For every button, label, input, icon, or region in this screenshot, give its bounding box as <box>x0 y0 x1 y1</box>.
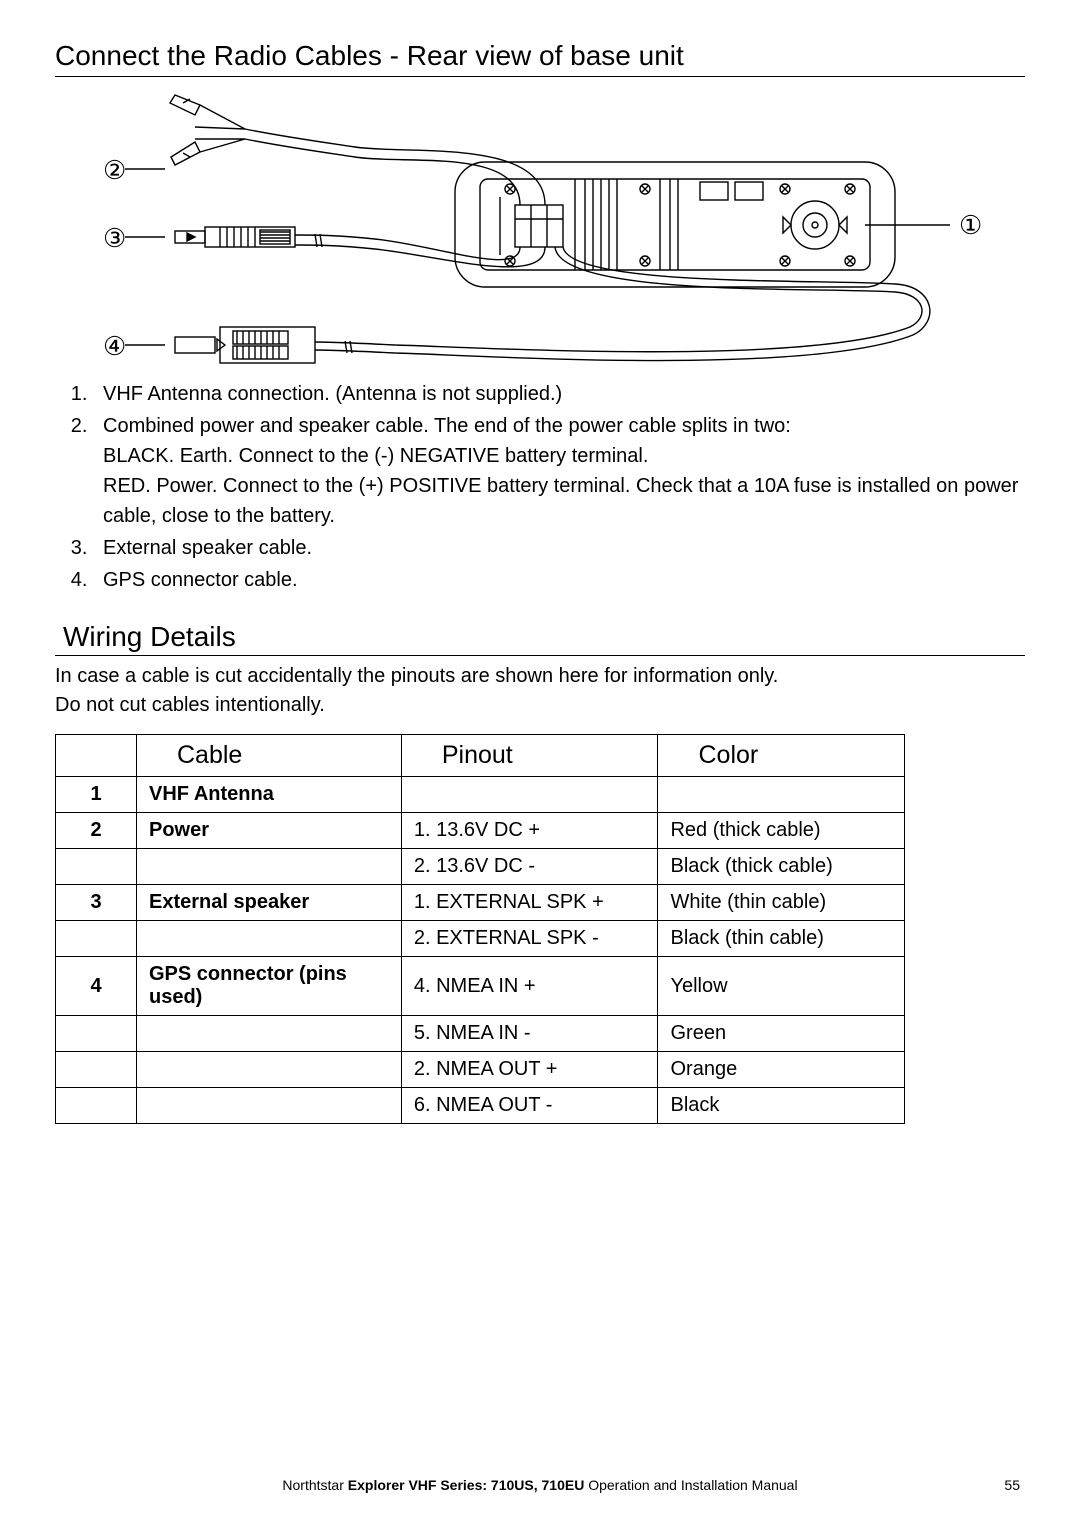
diagram-label-4: ④ <box>103 331 126 361</box>
cell-pinout: 2. 13.6V DC - <box>401 849 658 885</box>
cell-cable <box>137 1052 402 1088</box>
section2-title: Wiring Details <box>55 621 1025 656</box>
cell-pinout: 1. EXTERNAL SPK + <box>401 885 658 921</box>
cell-num <box>56 1052 137 1088</box>
table-row: 2Power1. 13.6V DC +Red (thick cable) <box>56 813 905 849</box>
diagram-label-2: ② <box>103 155 126 185</box>
cell-color: Orange <box>658 1052 905 1088</box>
table-row: 4GPS connector (pins used)4. NMEA IN +Ye… <box>56 957 905 1016</box>
cell-num: 3 <box>56 885 137 921</box>
th-pinout: Pinout <box>401 735 658 777</box>
intro-line-2: Do not cut cables intentionally. <box>55 691 1025 720</box>
cell-pinout: 4. NMEA IN + <box>401 957 658 1016</box>
desc-item-2: Combined power and speaker cable. The en… <box>93 411 1025 531</box>
cell-cable <box>137 921 402 957</box>
cell-num <box>56 849 137 885</box>
table-row: 6. NMEA OUT -Black <box>56 1088 905 1124</box>
intro-line-1: In case a cable is cut accidentally the … <box>55 662 1025 691</box>
cell-num <box>56 921 137 957</box>
rear-view-diagram: ① ② ③ ④ <box>55 87 1025 367</box>
table-row: 1VHF Antenna <box>56 777 905 813</box>
cell-cable: External speaker <box>137 885 402 921</box>
cell-cable <box>137 849 402 885</box>
page-number: 55 <box>1004 1477 1020 1493</box>
cell-num <box>56 1016 137 1052</box>
cell-color: Red (thick cable) <box>658 813 905 849</box>
cell-num: 2 <box>56 813 137 849</box>
cell-num <box>56 1088 137 1124</box>
cell-color: White (thin cable) <box>658 885 905 921</box>
desc-item-2-sub1: BLACK. Earth. Connect to the (-) NEGATIV… <box>103 441 1025 471</box>
th-color: Color <box>658 735 905 777</box>
cell-num: 4 <box>56 957 137 1016</box>
desc-item-1: VHF Antenna connection. (Antenna is not … <box>93 379 1025 409</box>
table-row: 2. NMEA OUT +Orange <box>56 1052 905 1088</box>
cell-cable <box>137 1088 402 1124</box>
cell-num: 1 <box>56 777 137 813</box>
description-list: VHF Antenna connection. (Antenna is not … <box>55 379 1025 595</box>
table-row: 2. 13.6V DC -Black (thick cable) <box>56 849 905 885</box>
th-blank <box>56 735 137 777</box>
cell-cable <box>137 1016 402 1052</box>
table-row: 3External speaker1. EXTERNAL SPK +White … <box>56 885 905 921</box>
desc-item-2-sub2: RED. Power. Connect to the (+) POSITIVE … <box>103 471 1025 531</box>
cell-pinout: 2. NMEA OUT + <box>401 1052 658 1088</box>
wiring-table: Cable Pinout Color 1VHF Antenna2Power1. … <box>55 734 905 1124</box>
cell-pinout <box>401 777 658 813</box>
cell-color: Black (thick cable) <box>658 849 905 885</box>
footer-text: Northtstar Explorer VHF Series: 710US, 7… <box>0 1477 1080 1493</box>
diagram-label-1: ① <box>959 210 982 240</box>
section1-title: Connect the Radio Cables - Rear view of … <box>55 40 1025 77</box>
cell-pinout: 6. NMEA OUT - <box>401 1088 658 1124</box>
cell-cable: GPS connector (pins used) <box>137 957 402 1016</box>
table-row: 2. EXTERNAL SPK -Black (thin cable) <box>56 921 905 957</box>
cell-color <box>658 777 905 813</box>
wiring-intro: In case a cable is cut accidentally the … <box>55 662 1025 720</box>
cell-pinout: 1. 13.6V DC + <box>401 813 658 849</box>
diagram-label-3: ③ <box>103 223 126 253</box>
cell-pinout: 5. NMEA IN - <box>401 1016 658 1052</box>
cell-cable: VHF Antenna <box>137 777 402 813</box>
th-cable: Cable <box>137 735 402 777</box>
cell-color: Green <box>658 1016 905 1052</box>
table-row: 5. NMEA IN -Green <box>56 1016 905 1052</box>
desc-item-4: GPS connector cable. <box>93 565 1025 595</box>
cell-cable: Power <box>137 813 402 849</box>
cell-color: Black (thin cable) <box>658 921 905 957</box>
cell-color: Yellow <box>658 957 905 1016</box>
cell-pinout: 2. EXTERNAL SPK - <box>401 921 658 957</box>
cell-color: Black <box>658 1088 905 1124</box>
desc-item-3: External speaker cable. <box>93 533 1025 563</box>
